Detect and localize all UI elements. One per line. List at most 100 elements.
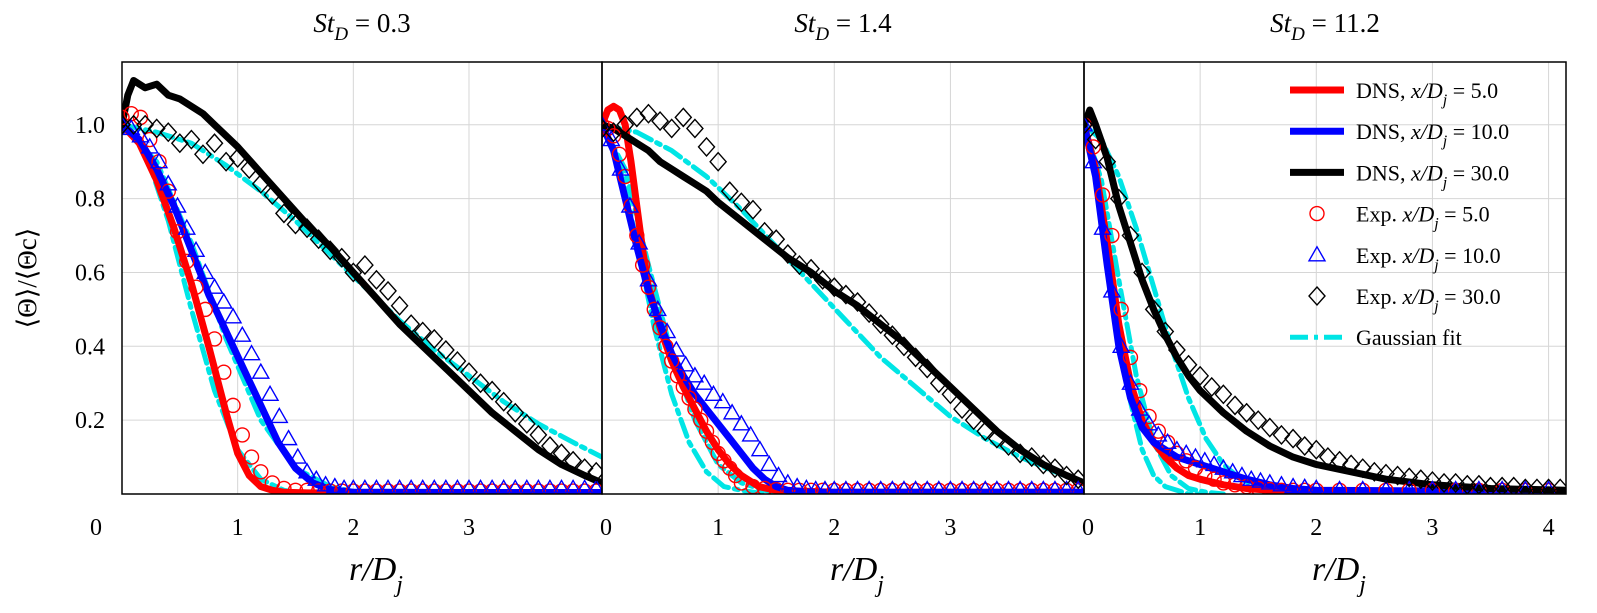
point-exp30 [483, 380, 502, 401]
point-exp10 [849, 480, 866, 494]
point-exp5 [461, 483, 477, 494]
point-exp30 [274, 203, 293, 224]
point-exp30 [1084, 114, 1093, 135]
point-exp30 [344, 262, 363, 283]
series-dns5-line [122, 121, 602, 494]
point-exp10 [564, 479, 582, 494]
point-exp10 [817, 480, 833, 494]
xlabel-main: r/D [830, 551, 878, 588]
point-exp30 [205, 133, 224, 154]
point-exp5 [122, 109, 130, 126]
point-exp30 [263, 184, 282, 205]
point-exp30 [813, 269, 832, 290]
legend-prefix: Exp. [1356, 243, 1397, 268]
point-exp5 [588, 483, 602, 494]
panel-title: StD = 1.4 [794, 8, 892, 45]
series-dns10-line [602, 121, 1084, 494]
xlabel-sub: j [1356, 572, 1366, 598]
legend-entry-exp5: Exp. x/Dj = 5.0 [1309, 202, 1490, 233]
point-exp10 [297, 462, 317, 479]
x-tick-label: 4 [1543, 515, 1555, 541]
point-exp10 [472, 479, 490, 494]
plot-area [602, 102, 1084, 494]
legend-value: = 5.0 [1447, 78, 1498, 103]
point-exp10 [288, 447, 308, 464]
point-exp10 [541, 479, 559, 494]
plot-area [122, 77, 602, 494]
point-exp10 [965, 480, 982, 494]
point-exp30 [159, 122, 178, 143]
point-exp10 [1195, 451, 1214, 468]
point-exp30 [744, 199, 762, 220]
point-exp10 [1102, 281, 1122, 298]
point-exp5 [142, 131, 158, 148]
point-exp10 [529, 479, 547, 494]
point-exp10 [769, 466, 788, 483]
point-exp30 [883, 325, 902, 346]
point-exp30 [999, 435, 1018, 457]
point-exp10 [140, 137, 159, 154]
point-exp30 [379, 280, 397, 301]
point-exp5 [605, 128, 622, 144]
point-exp30 [286, 214, 305, 235]
point-exp5 [576, 483, 593, 494]
point-exp10 [1035, 480, 1052, 494]
y-axis-label: ⟨Θ⟩/⟨Θc⟩ [12, 228, 42, 329]
panel-title: StD = 0.3 [313, 8, 410, 45]
x-tick-label: 3 [944, 515, 956, 541]
legend-var: x/D [1406, 160, 1443, 185]
point-exp30 [755, 221, 774, 242]
point-exp5 [658, 338, 674, 355]
point-exp10 [344, 479, 362, 494]
point-exp10 [657, 322, 677, 339]
point-exp10 [988, 480, 1005, 494]
point-exp30 [1493, 476, 1512, 494]
point-exp10 [760, 455, 779, 472]
point-exp30 [390, 295, 409, 316]
point-exp10 [414, 479, 432, 494]
point-exp5 [1094, 187, 1111, 203]
point-exp10 [279, 429, 298, 446]
panel-2: 0 1 2 3 StD = 1.4 r/Dj [600, 8, 1085, 598]
point-exp10 [223, 307, 243, 324]
point-exp30 [541, 435, 559, 457]
point-exp30 [1446, 472, 1465, 493]
x-tick-label: 0 [90, 515, 102, 541]
point-exp10 [335, 479, 353, 494]
point-exp5 [449, 483, 466, 494]
point-exp10 [1331, 480, 1348, 494]
point-exp10 [750, 440, 770, 457]
point-exp10 [1242, 469, 1261, 486]
point-exp10 [872, 480, 889, 494]
x-tick-label: 1 [232, 515, 244, 541]
point-exp5 [1197, 467, 1213, 484]
point-exp30 [1046, 458, 1064, 479]
point-exp5 [216, 364, 232, 380]
y-tick-label: 1.0 [75, 113, 105, 139]
point-exp10 [587, 479, 602, 494]
point-exp10 [367, 479, 386, 494]
point-exp30 [564, 450, 583, 471]
point-exp5 [1113, 301, 1129, 318]
point-exp30 [895, 336, 913, 357]
point-exp5 [1331, 482, 1348, 494]
point-exp30 [1318, 447, 1337, 468]
point-exp30 [941, 384, 960, 405]
point-exp5 [640, 279, 657, 295]
point-exp30 [825, 277, 844, 298]
point-exp5 [553, 483, 570, 494]
point-exp30 [906, 347, 925, 368]
point-exp30 [1504, 476, 1523, 494]
point-exp30 [1086, 129, 1105, 150]
point-exp30 [425, 328, 444, 349]
point-exp10 [1047, 480, 1063, 494]
point-exp10 [685, 366, 705, 383]
point-exp10 [778, 473, 798, 490]
point-exp10 [214, 292, 233, 309]
point-exp10 [391, 479, 409, 494]
point-exp10 [159, 174, 178, 191]
legend-prefix: DNS, [1356, 160, 1406, 185]
point-exp10 [1251, 471, 1270, 488]
